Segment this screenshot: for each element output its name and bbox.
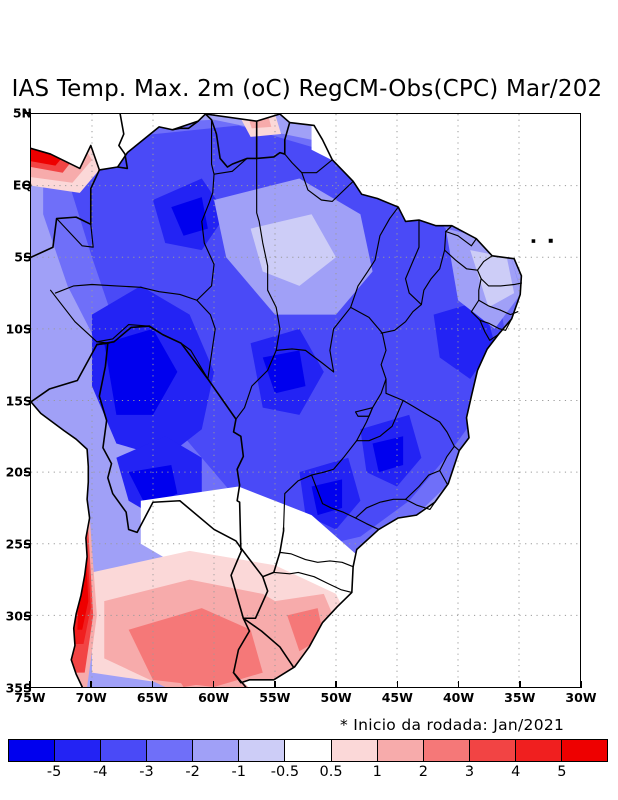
colorbar-swatch bbox=[561, 740, 608, 761]
colorbar-tick: -4 bbox=[93, 764, 108, 780]
colorbar-swatch bbox=[147, 740, 194, 761]
x-axis-tick bbox=[335, 681, 337, 688]
colorbar-tick: -0.5 bbox=[270, 764, 300, 780]
colorbar bbox=[8, 739, 608, 762]
colorbar-tick: -5 bbox=[46, 764, 62, 780]
colorbar-tick: 3 bbox=[464, 764, 475, 780]
colorbar-tick: -2 bbox=[185, 764, 200, 780]
y-axis-label: 25S bbox=[5, 536, 32, 552]
colorbar-swatch bbox=[9, 740, 56, 761]
y-axis-tick bbox=[24, 615, 31, 617]
y-axis-label: 5N bbox=[12, 105, 32, 121]
map-canvas bbox=[31, 114, 580, 687]
colorbar-tick: 5 bbox=[557, 764, 567, 780]
y-axis-tick bbox=[24, 112, 31, 114]
colorbar-tick: 4 bbox=[511, 764, 521, 780]
y-axis-label: 35S bbox=[5, 680, 32, 696]
colorbar-swatch bbox=[469, 740, 516, 761]
y-axis-label: 10S bbox=[5, 321, 32, 337]
y-axis-tick bbox=[24, 399, 31, 402]
x-axis-label: 60W bbox=[198, 690, 230, 705]
colorbar-swatch bbox=[377, 740, 424, 761]
country-and-state-borders bbox=[31, 114, 553, 687]
run-start-note: * Inicio da rodada: Jan/2021 bbox=[340, 716, 565, 734]
colorbar-tick: 0.5 bbox=[319, 764, 343, 780]
x-axis-label: 40W bbox=[442, 690, 475, 705]
x-axis-tick bbox=[396, 681, 399, 688]
colorbar-swatch bbox=[423, 740, 470, 761]
colorbar-tick: 2 bbox=[418, 764, 428, 780]
colorbar-swatch bbox=[101, 740, 148, 761]
lat-lon-grid bbox=[31, 114, 580, 687]
colorbar-swatch bbox=[285, 740, 332, 761]
x-axis-tick bbox=[29, 681, 31, 688]
x-axis-label: 35W bbox=[504, 690, 536, 705]
x-axis-tick bbox=[212, 681, 215, 688]
ocean-mask-layer bbox=[31, 114, 580, 687]
y-axis-tick bbox=[24, 327, 31, 330]
x-axis-tick bbox=[274, 681, 276, 688]
page-title: IAS Temp. Max. 2m (oC) RegCM-Obs(CPC) Ma… bbox=[0, 74, 618, 104]
x-axis-tick bbox=[151, 681, 154, 688]
x-axis-tick bbox=[580, 681, 582, 688]
y-axis-tick bbox=[24, 687, 31, 689]
x-axis-label: 75W bbox=[14, 690, 46, 705]
colorbar-tick: 1 bbox=[372, 764, 382, 780]
colorbar-swatch bbox=[515, 740, 562, 761]
x-axis-label: 50W bbox=[320, 690, 352, 705]
page-title-text: IAS Temp. Max. 2m (oC) RegCM-Obs(CPC) Ma… bbox=[11, 76, 603, 102]
y-axis-tick bbox=[24, 471, 31, 474]
colorbar-tick-labels: -5 -4 -3 -2 -1 -0.5 0.5 1 2 3 4 5 bbox=[8, 764, 608, 784]
y-axis-label: 30S bbox=[5, 608, 32, 624]
y-axis-label: EQ bbox=[12, 177, 32, 193]
colorbar-swatch bbox=[193, 740, 240, 761]
x-axis-label: 55W bbox=[259, 690, 291, 705]
x-axis-label: 30W bbox=[565, 690, 597, 705]
y-axis-label: 15S bbox=[5, 393, 32, 408]
colorbar-tick: -3 bbox=[139, 764, 154, 780]
y-axis-label: 5S bbox=[14, 249, 32, 265]
colorbar-swatch bbox=[331, 740, 378, 761]
x-axis-label: 45W bbox=[381, 690, 413, 705]
x-axis-tick bbox=[90, 681, 93, 688]
colorbar-swatch bbox=[55, 740, 102, 761]
map-plot-area bbox=[30, 113, 581, 688]
colorbar-swatch bbox=[239, 740, 286, 761]
colorbar-tick: -1 bbox=[231, 764, 246, 780]
x-axis-label: 65W bbox=[136, 690, 169, 705]
x-axis-tick bbox=[518, 681, 521, 688]
x-axis-label: 70W bbox=[75, 690, 107, 705]
y-axis-tick bbox=[24, 543, 31, 546]
y-axis-tick bbox=[24, 184, 31, 186]
y-axis-label: 20S bbox=[5, 464, 32, 480]
y-axis-tick bbox=[24, 255, 31, 258]
x-axis-tick bbox=[457, 681, 460, 688]
